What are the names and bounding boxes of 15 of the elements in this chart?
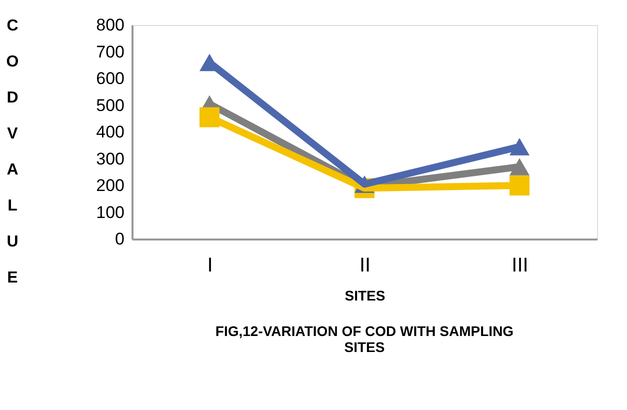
y-tick-label: 800 <box>96 16 124 34</box>
y-tick-label: 100 <box>96 202 124 222</box>
y-tick-label: 300 <box>96 149 124 168</box>
x-axis-title: SITES <box>344 288 386 304</box>
y-tick-label: 500 <box>96 96 124 115</box>
text: FIG,12-VARIATION OF COD WITH SAMPLING SITES <box>215 323 514 355</box>
y-tick-label: 700 <box>96 42 124 62</box>
y-tick-label: 400 <box>96 122 124 142</box>
y-tick-label: 0 <box>115 230 124 248</box>
x-tick-label: II <box>359 254 371 276</box>
y-tick-label: 600 <box>96 69 124 88</box>
y-tick-label: 200 <box>96 176 124 195</box>
y-axis-title: COD VALUE <box>6 18 19 286</box>
x-tick-label: III <box>512 254 528 276</box>
x-tick-label: I <box>207 254 213 276</box>
